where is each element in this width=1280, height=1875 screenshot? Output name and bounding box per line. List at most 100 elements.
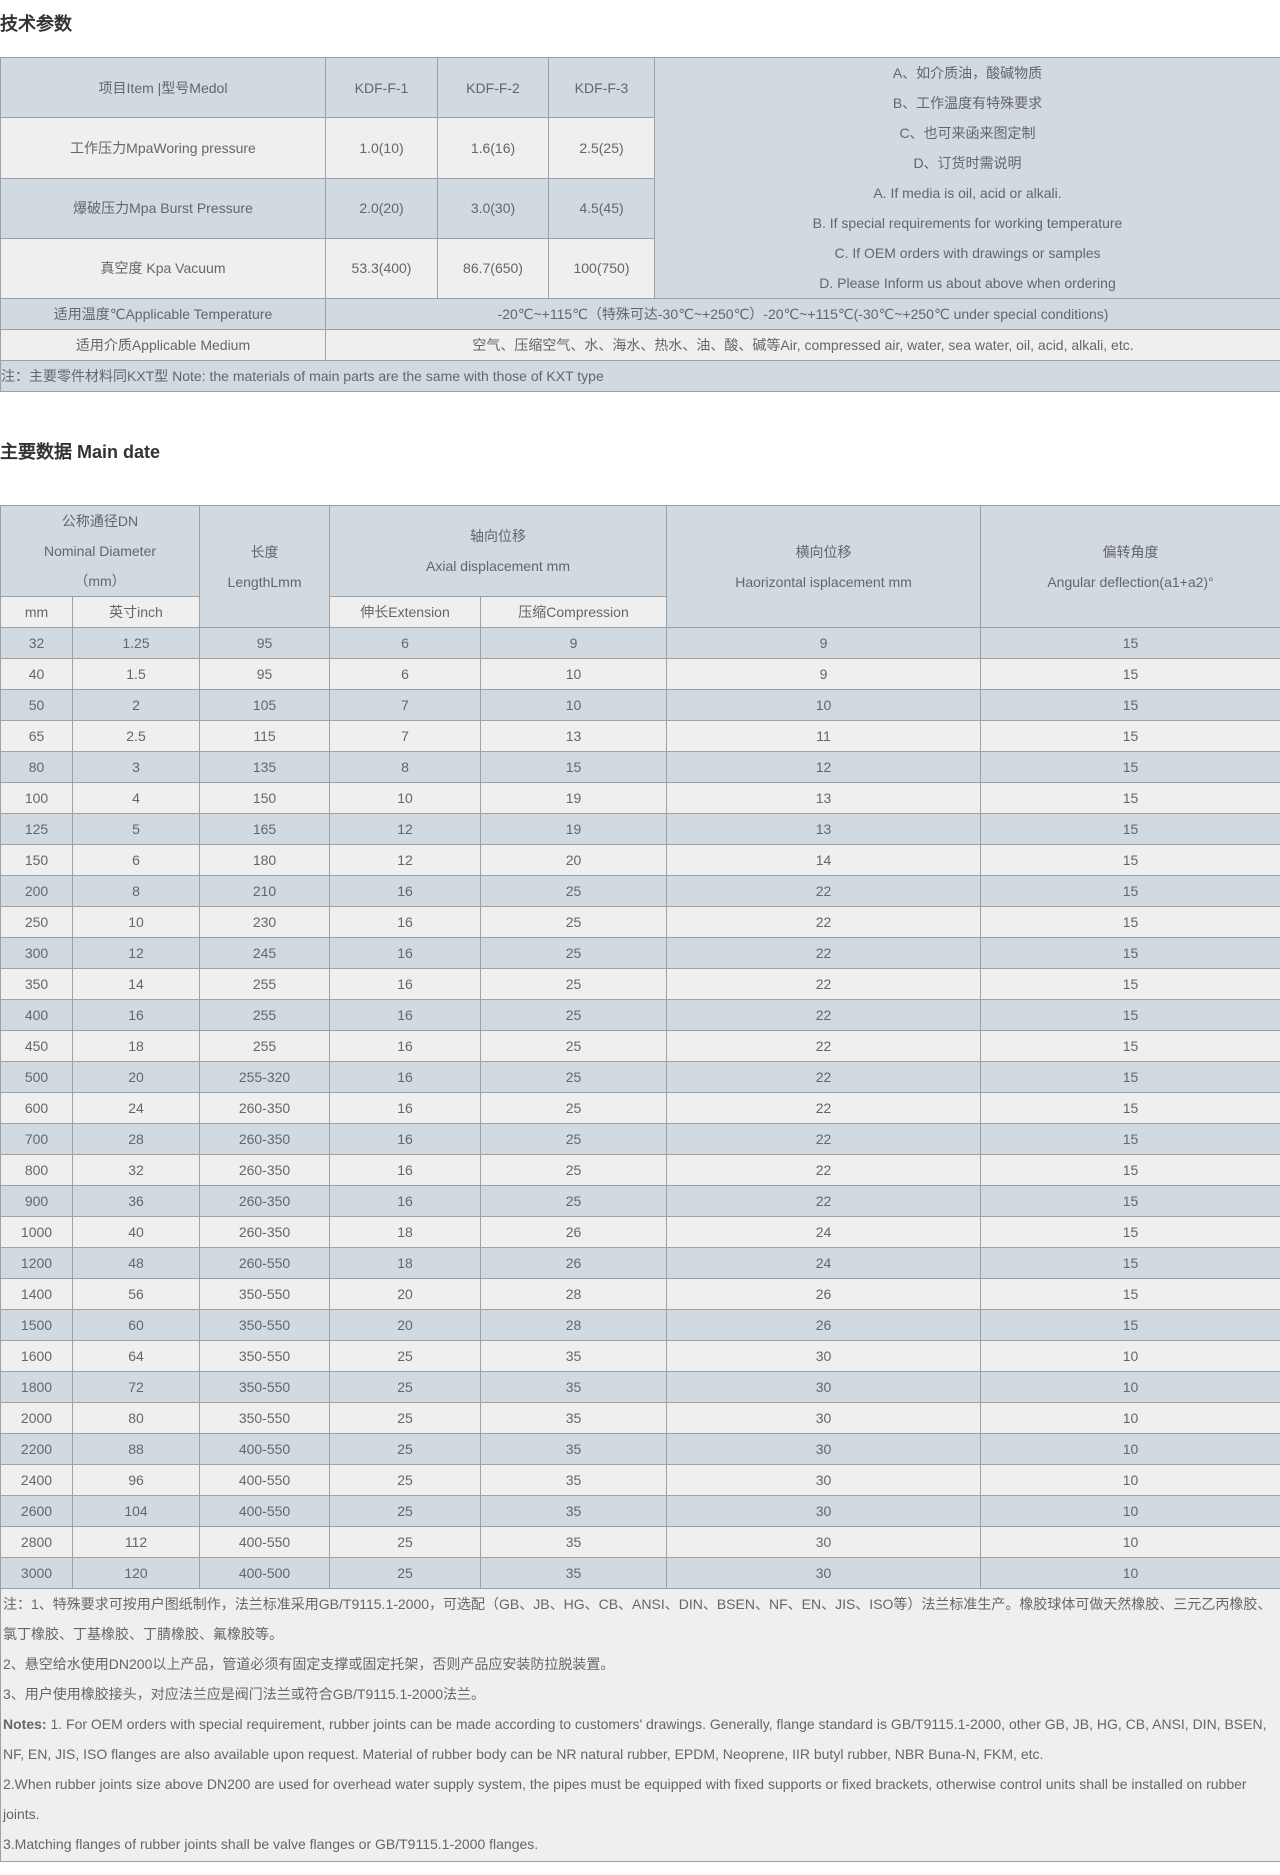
cell-length: 150 bbox=[199, 782, 331, 814]
cell-angular: 15 bbox=[980, 844, 1280, 876]
table-row: 80 3 135 8 15 12 15 bbox=[0, 751, 1280, 783]
cell-length: 95 bbox=[199, 658, 331, 690]
header-text: 轴向位移 bbox=[470, 528, 527, 544]
row-label: 爆破压力Mpa Burst Pressure bbox=[0, 177, 326, 239]
table-row: 1800 72 350-550 25 35 30 10 bbox=[0, 1371, 1280, 1403]
cell-dn-inch: 10 bbox=[71, 906, 201, 938]
cell-horizontal: 22 bbox=[666, 906, 982, 938]
cell-extension: 16 bbox=[329, 999, 482, 1031]
cell-dn-inch: 120 bbox=[71, 1557, 201, 1589]
main-data-table: 公称通径DN Nominal Diameter （mm） 长度 LengthLm… bbox=[0, 505, 1280, 1862]
table-row: 32 1.25 95 6 9 9 15 bbox=[0, 627, 1280, 659]
cell-dn-mm: 200 bbox=[0, 875, 73, 907]
cell-extension: 16 bbox=[329, 1030, 482, 1062]
cell-angular: 10 bbox=[980, 1402, 1280, 1434]
cell-horizontal: 24 bbox=[666, 1247, 982, 1279]
side-note: B. If special requirements for working t… bbox=[812, 215, 1123, 231]
cell-extension: 12 bbox=[329, 844, 482, 876]
table-header-row: 项目Item |型号Medol KDF-F-1 KDF-F-2 KDF-F-3 … bbox=[0, 56, 1280, 299]
cell-compression: 26 bbox=[480, 1216, 668, 1248]
table-row: 2200 88 400-550 25 35 30 10 bbox=[0, 1433, 1280, 1465]
cell-compression: 25 bbox=[480, 1030, 668, 1062]
note-en: 2.When rubber joints size above DN200 ar… bbox=[3, 1776, 1247, 1822]
cell-horizontal: 30 bbox=[666, 1340, 982, 1372]
cell-horizontal: 30 bbox=[666, 1495, 982, 1527]
cell-extension: 16 bbox=[329, 1061, 482, 1093]
notes-label: Notes: bbox=[3, 1716, 47, 1732]
cell-angular: 15 bbox=[980, 1092, 1280, 1124]
cell-length: 180 bbox=[199, 844, 331, 876]
note-en: 3.Matching flanges of rubber joints shal… bbox=[3, 1836, 539, 1852]
cell-length: 260-350 bbox=[199, 1123, 331, 1155]
cell-dn-mm: 50 bbox=[0, 689, 73, 721]
table-row: 50 2 105 7 10 10 15 bbox=[0, 689, 1280, 721]
cell-length: 115 bbox=[199, 720, 331, 752]
cell-length: 260-550 bbox=[199, 1247, 331, 1279]
cell-dn-inch: 18 bbox=[71, 1030, 201, 1062]
cell-compression: 35 bbox=[480, 1526, 668, 1558]
cell-compression: 25 bbox=[480, 968, 668, 1000]
cell-dn-mm: 400 bbox=[0, 999, 73, 1031]
note-cn: 2、悬空给水使用DN200以上产品，管道必须有固定支撑或固定托架，否则产品应安装… bbox=[3, 1656, 615, 1672]
table-row: 2600 104 400-550 25 35 30 10 bbox=[0, 1495, 1280, 1527]
cell-dn-inch: 5 bbox=[71, 813, 201, 845]
cell-angular: 15 bbox=[980, 968, 1280, 1000]
cell-length: 400-550 bbox=[199, 1464, 331, 1496]
cell-extension: 18 bbox=[329, 1247, 482, 1279]
cell-extension: 10 bbox=[329, 782, 482, 814]
header-text: Axial displacement mm bbox=[426, 558, 570, 574]
cell-angular: 15 bbox=[980, 906, 1280, 938]
cell-length: 230 bbox=[199, 906, 331, 938]
cell-angular: 10 bbox=[980, 1526, 1280, 1558]
cell-angular: 15 bbox=[980, 720, 1280, 752]
cell-dn-mm: 65 bbox=[0, 720, 73, 752]
cell-extension: 20 bbox=[329, 1309, 482, 1341]
cell-compression: 35 bbox=[480, 1557, 668, 1589]
cell-dn-inch: 4 bbox=[71, 782, 201, 814]
cell-dn-mm: 2400 bbox=[0, 1464, 73, 1496]
header-horizontal: 横向位移 Haorizontal isplacement mm bbox=[666, 505, 982, 628]
cell-dn-inch: 12 bbox=[71, 937, 201, 969]
table-row: 400 16 255 16 25 22 15 bbox=[0, 999, 1280, 1031]
side-note: A、如介质油，酸碱物质 bbox=[892, 65, 1043, 81]
table-row: 150 6 180 12 20 14 15 bbox=[0, 844, 1280, 876]
header-length: 长度 LengthLmm bbox=[199, 505, 331, 628]
cell-angular: 15 bbox=[980, 1216, 1280, 1248]
cell-compression: 28 bbox=[480, 1278, 668, 1310]
cell-length: 350-550 bbox=[199, 1309, 331, 1341]
cell: 2.0(20) bbox=[325, 177, 438, 239]
cell-dn-inch: 96 bbox=[71, 1464, 201, 1496]
cell-dn-mm: 2800 bbox=[0, 1526, 73, 1558]
cell-dn-mm: 450 bbox=[0, 1030, 73, 1062]
table-row: 200 8 210 16 25 22 15 bbox=[0, 875, 1280, 907]
cell-length: 210 bbox=[199, 875, 331, 907]
cell: 53.3(400) bbox=[325, 237, 438, 300]
cell-length: 260-350 bbox=[199, 1092, 331, 1124]
table-row-temperature: 适用温度℃Applicable Temperature -20℃~+115℃（特… bbox=[0, 298, 1280, 330]
cell-extension: 16 bbox=[329, 1185, 482, 1217]
cell-compression: 25 bbox=[480, 1123, 668, 1155]
cell-length: 400-500 bbox=[199, 1557, 331, 1589]
cell-dn-inch: 72 bbox=[71, 1371, 201, 1403]
cell: 4.5(45) bbox=[548, 177, 655, 239]
table-row: 700 28 260-350 16 25 22 15 bbox=[0, 1123, 1280, 1155]
cell-length: 350-550 bbox=[199, 1340, 331, 1372]
cell: 3.0(30) bbox=[437, 177, 549, 239]
cell-horizontal: 30 bbox=[666, 1402, 982, 1434]
cell-extension: 25 bbox=[329, 1402, 482, 1434]
cell-dn-mm: 3000 bbox=[0, 1557, 73, 1589]
cell-extension: 16 bbox=[329, 906, 482, 938]
cell-length: 350-550 bbox=[199, 1371, 331, 1403]
cell-compression: 35 bbox=[480, 1464, 668, 1496]
cell-length: 350-550 bbox=[199, 1402, 331, 1434]
side-notes: A、如介质油，酸碱物质 B、工作温度有特殊要求 C、也可来函来图定制 D、订货时… bbox=[654, 57, 1280, 299]
cell-length: 255-320 bbox=[199, 1061, 331, 1093]
cell-angular: 15 bbox=[980, 689, 1280, 721]
cell-dn-inch: 6 bbox=[71, 844, 201, 876]
header-item: 项目Item |型号Medol bbox=[0, 56, 326, 119]
cell-angular: 15 bbox=[980, 1247, 1280, 1279]
cell-compression: 35 bbox=[480, 1340, 668, 1372]
cell-dn-mm: 700 bbox=[0, 1123, 73, 1155]
cell: 86.7(650) bbox=[437, 237, 549, 300]
header-axial: 轴向位移 Axial displacement mm bbox=[329, 505, 668, 597]
